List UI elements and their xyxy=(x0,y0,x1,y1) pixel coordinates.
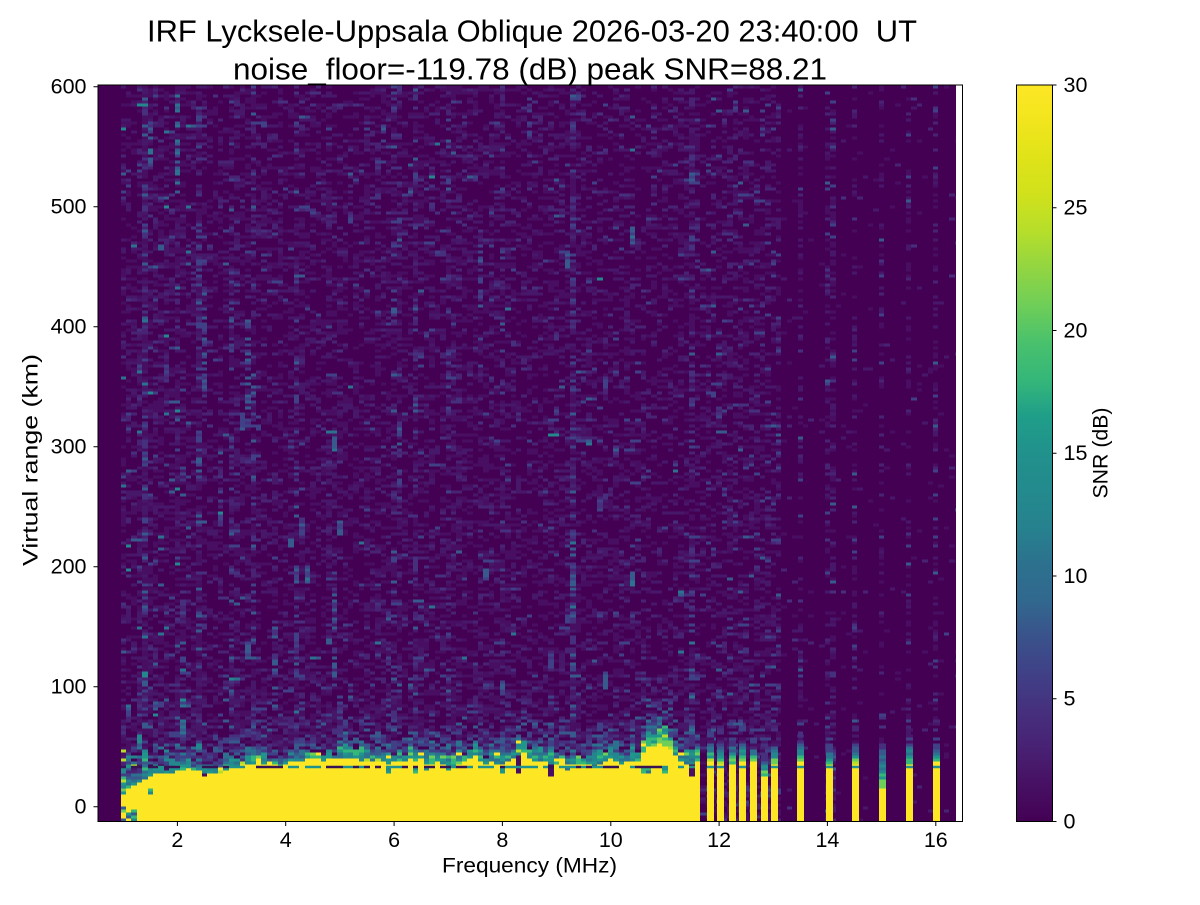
svg-text:400: 400 xyxy=(51,315,87,339)
svg-text:12: 12 xyxy=(707,828,731,852)
svg-text:2: 2 xyxy=(171,828,183,852)
svg-text:0: 0 xyxy=(1064,809,1076,833)
svg-text:15: 15 xyxy=(1064,441,1088,465)
svg-text:25: 25 xyxy=(1064,196,1088,220)
svg-text:noise_floor=-119.78 (dB) peak: noise_floor=-119.78 (dB) peak SNR=88.21 xyxy=(233,54,827,87)
svg-text:500: 500 xyxy=(51,195,87,219)
svg-text:30: 30 xyxy=(1064,73,1088,97)
svg-text:Frequency (MHz): Frequency (MHz) xyxy=(442,854,617,877)
svg-text:16: 16 xyxy=(924,828,948,852)
svg-text:10: 10 xyxy=(1064,564,1088,588)
svg-text:300: 300 xyxy=(51,435,87,459)
svg-text:10: 10 xyxy=(599,828,623,852)
svg-text:8: 8 xyxy=(496,828,508,852)
svg-text:5: 5 xyxy=(1064,687,1076,711)
svg-text:4: 4 xyxy=(280,828,292,852)
svg-text:600: 600 xyxy=(51,75,87,99)
svg-text:SNR (dB): SNR (dB) xyxy=(1090,408,1113,499)
svg-text:14: 14 xyxy=(815,828,839,852)
svg-text:20: 20 xyxy=(1064,318,1088,342)
svg-text:Virtual range (km): Virtual range (km) xyxy=(20,354,43,566)
svg-text:0: 0 xyxy=(75,795,87,819)
svg-text:6: 6 xyxy=(388,828,400,852)
svg-text:200: 200 xyxy=(51,555,87,579)
svg-text:IRF Lycksele-Uppsala Oblique 2: IRF Lycksele-Uppsala Oblique 2026-03-20 … xyxy=(147,16,917,49)
svg-text:100: 100 xyxy=(51,675,87,699)
